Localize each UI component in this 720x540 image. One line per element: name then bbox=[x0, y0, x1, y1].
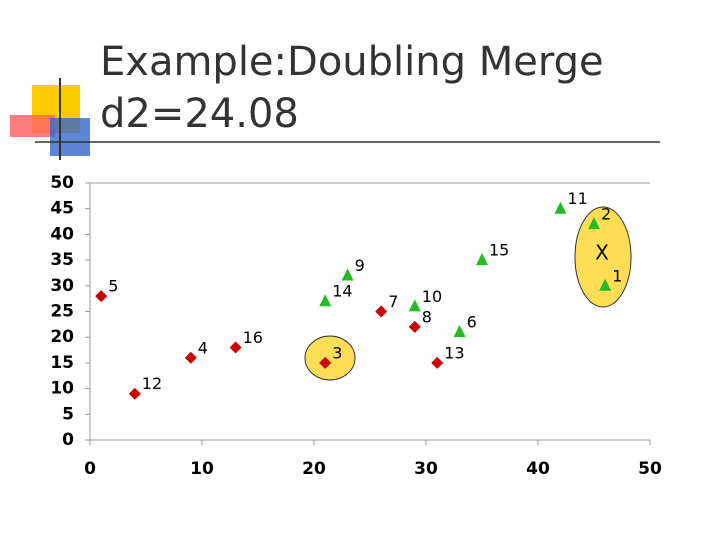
x-tick-label: 50 bbox=[638, 459, 662, 479]
y-tick-label: 5 bbox=[62, 404, 74, 424]
point-label: 16 bbox=[243, 328, 263, 347]
y-tick-label: 35 bbox=[50, 250, 74, 270]
point bbox=[375, 305, 388, 318]
point-label: 5 bbox=[108, 277, 118, 296]
point bbox=[408, 299, 421, 312]
x-tick-label: 20 bbox=[302, 459, 326, 479]
point-label: 3 bbox=[332, 343, 342, 362]
point-label: 13 bbox=[444, 343, 464, 362]
point bbox=[229, 341, 242, 354]
x-tick-label: 10 bbox=[190, 459, 214, 479]
point bbox=[319, 294, 332, 307]
point bbox=[184, 351, 197, 364]
point-label: 7 bbox=[388, 292, 398, 311]
point bbox=[588, 217, 600, 230]
y-tick-label: 10 bbox=[50, 379, 74, 399]
point bbox=[476, 253, 488, 266]
point-label: 1 bbox=[612, 266, 622, 285]
point bbox=[341, 268, 354, 281]
x-tick-label: 0 bbox=[84, 459, 96, 479]
point bbox=[431, 356, 444, 369]
point-label: 11 bbox=[567, 189, 587, 208]
y-tick-label: 20 bbox=[50, 327, 74, 347]
point-label: 2 bbox=[601, 205, 611, 224]
point-label: 4 bbox=[198, 338, 208, 357]
x-tick-label: 30 bbox=[414, 459, 438, 479]
point-label: 8 bbox=[422, 307, 432, 326]
title-line: d2=24.08 bbox=[100, 91, 299, 137]
y-tick-label: 0 bbox=[62, 430, 74, 450]
point-label: 9 bbox=[355, 256, 365, 275]
point bbox=[128, 387, 141, 400]
point bbox=[408, 320, 421, 333]
point-label: 15 bbox=[489, 241, 509, 260]
title-line: Example:Doubling Merge bbox=[100, 39, 604, 85]
point-label: 6 bbox=[467, 313, 477, 332]
point bbox=[95, 290, 108, 303]
annotation: X bbox=[595, 241, 609, 265]
x-tick-label: 40 bbox=[526, 459, 550, 479]
highlight bbox=[574, 206, 632, 308]
y-tick-label: 25 bbox=[50, 302, 74, 322]
y-tick-label: 40 bbox=[50, 224, 74, 244]
point bbox=[319, 356, 332, 369]
point bbox=[453, 325, 466, 338]
point-label: 12 bbox=[142, 374, 162, 393]
point bbox=[599, 278, 612, 291]
point bbox=[554, 201, 567, 214]
y-tick-label: 45 bbox=[50, 199, 74, 219]
point-label: 14 bbox=[332, 282, 352, 301]
y-tick-label: 50 bbox=[50, 173, 74, 193]
y-tick-label: 30 bbox=[50, 276, 74, 296]
point-label: 10 bbox=[422, 287, 442, 306]
highlight bbox=[304, 335, 356, 381]
y-tick-label: 15 bbox=[50, 353, 74, 373]
decoration bbox=[10, 78, 660, 160]
